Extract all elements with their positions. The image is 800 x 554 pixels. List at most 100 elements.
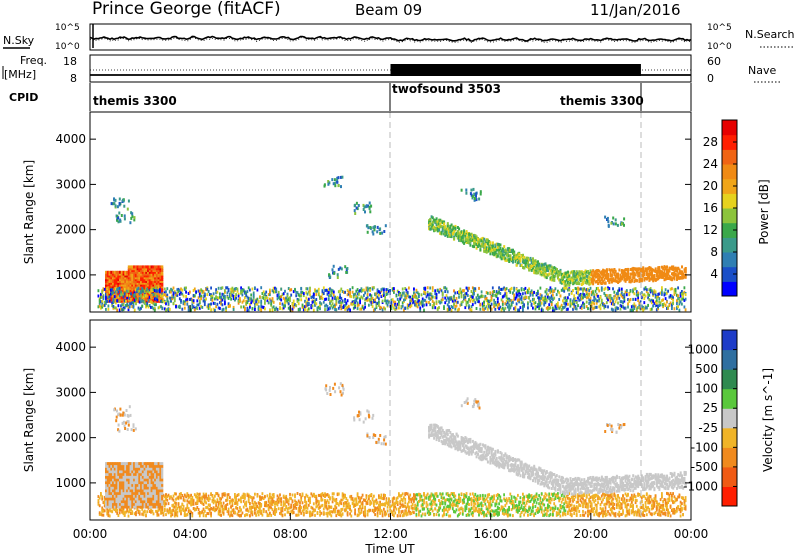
heatmap-cell bbox=[495, 303, 498, 307]
heatmap-cell bbox=[172, 301, 175, 305]
heatmap-cell bbox=[524, 261, 527, 264]
heatmap-cell bbox=[582, 301, 584, 305]
heatmap-cell bbox=[230, 499, 232, 503]
heatmap-cell bbox=[489, 249, 492, 253]
heatmap-cell bbox=[182, 504, 185, 508]
heatmap-cell bbox=[254, 306, 256, 310]
heatmap-cell bbox=[650, 301, 653, 305]
heatmap-cell bbox=[435, 217, 438, 221]
heatmap-cell bbox=[352, 300, 355, 303]
heatmap-cell bbox=[640, 267, 643, 271]
heatmap-cell bbox=[120, 279, 123, 283]
heatmap-cell bbox=[111, 510, 114, 514]
heatmap-cell bbox=[237, 498, 240, 502]
heatmap-cell bbox=[557, 289, 559, 293]
heatmap-cell bbox=[304, 299, 306, 303]
heatmap-cell bbox=[212, 508, 215, 512]
heatmap-cell bbox=[271, 306, 274, 310]
heatmap-cell bbox=[518, 289, 520, 293]
heatmap-cell bbox=[618, 287, 621, 291]
heatmap-cell bbox=[440, 300, 443, 304]
heatmap-cell bbox=[569, 298, 572, 302]
heatmap-cell bbox=[105, 281, 108, 285]
heatmap-cell bbox=[192, 507, 195, 510]
heatmap-cell bbox=[519, 263, 522, 267]
heatmap-cell bbox=[483, 308, 485, 312]
heatmap-cell bbox=[234, 493, 236, 496]
heatmap-cell bbox=[508, 303, 510, 307]
heatmap-cell bbox=[185, 513, 187, 517]
heatmap-cell bbox=[182, 302, 185, 306]
heatmap-cell bbox=[150, 278, 153, 282]
heatmap-cell bbox=[148, 287, 151, 291]
heatmap-cell bbox=[565, 286, 568, 290]
heatmap-cell bbox=[590, 290, 593, 294]
heatmap-cell bbox=[642, 308, 644, 312]
heatmap-cell bbox=[134, 267, 137, 271]
heatmap-cell bbox=[619, 307, 622, 311]
heatmap-cell bbox=[647, 292, 649, 296]
heatmap-cell bbox=[346, 299, 349, 303]
heatmap-cell bbox=[663, 293, 666, 297]
heatmap-cell bbox=[572, 281, 575, 285]
heatmap-cell bbox=[132, 294, 135, 297]
heatmap-cell bbox=[147, 272, 150, 276]
heatmap-cell bbox=[444, 231, 447, 235]
heatmap-cell bbox=[642, 266, 645, 270]
heatmap-cell bbox=[669, 266, 672, 270]
heatmap-cell bbox=[513, 293, 515, 297]
heatmap-cell bbox=[446, 296, 449, 300]
heatmap-cell bbox=[117, 278, 120, 282]
heatmap-cell bbox=[270, 302, 273, 306]
heatmap-cell bbox=[361, 296, 364, 300]
heatmap-cell bbox=[548, 296, 551, 300]
heatmap-cell bbox=[585, 281, 588, 285]
heatmap-cell bbox=[150, 269, 153, 272]
heatmap-cell bbox=[352, 306, 355, 310]
heatmap-cell bbox=[360, 287, 363, 291]
heatmap-cell bbox=[152, 283, 155, 287]
heatmap-cell bbox=[496, 303, 499, 307]
heatmap-cell bbox=[190, 503, 192, 507]
heatmap-cell bbox=[226, 295, 229, 299]
heatmap-cell bbox=[672, 268, 675, 271]
heatmap-cell bbox=[172, 503, 175, 507]
heatmap-cell bbox=[608, 268, 611, 272]
heatmap-cell bbox=[112, 306, 115, 310]
heatmap-cell bbox=[131, 288, 134, 292]
heatmap-cell bbox=[130, 292, 132, 296]
heatmap-cell bbox=[598, 305, 601, 309]
heatmap-cell bbox=[545, 288, 548, 292]
heatmap-cell bbox=[203, 303, 206, 307]
heatmap-cell bbox=[434, 306, 437, 310]
heatmap-cell bbox=[552, 297, 554, 301]
heatmap-cell bbox=[113, 283, 116, 287]
heatmap-cell bbox=[498, 248, 501, 252]
heatmap-cell bbox=[126, 293, 129, 297]
heatmap-cell bbox=[173, 513, 176, 517]
heatmap-cell bbox=[637, 293, 639, 297]
heatmap-cell bbox=[207, 507, 210, 511]
heatmap-cell bbox=[161, 294, 164, 298]
heatmap-cell bbox=[548, 266, 551, 270]
heatmap-cell bbox=[150, 270, 153, 274]
heatmap-cell bbox=[133, 281, 136, 285]
heatmap-cell bbox=[654, 295, 657, 299]
heatmap-cell bbox=[145, 278, 148, 282]
heatmap-cell bbox=[183, 514, 186, 517]
heatmap-cell bbox=[540, 266, 543, 270]
heatmap-cell bbox=[559, 270, 562, 274]
heatmap-cell bbox=[600, 282, 603, 285]
heatmap-cell bbox=[145, 281, 148, 285]
heatmap-cell bbox=[676, 274, 678, 278]
heatmap-cell bbox=[386, 292, 389, 296]
heatmap-cell bbox=[254, 308, 256, 311]
heatmap-cell bbox=[115, 290, 117, 294]
heatmap-cell bbox=[634, 279, 637, 282]
heatmap-cell bbox=[122, 292, 125, 296]
heatmap-cell bbox=[295, 304, 298, 308]
heatmap-cell bbox=[677, 266, 680, 270]
heatmap-cell bbox=[671, 297, 673, 300]
heatmap-cell bbox=[128, 305, 131, 309]
heatmap-cell bbox=[469, 243, 472, 247]
